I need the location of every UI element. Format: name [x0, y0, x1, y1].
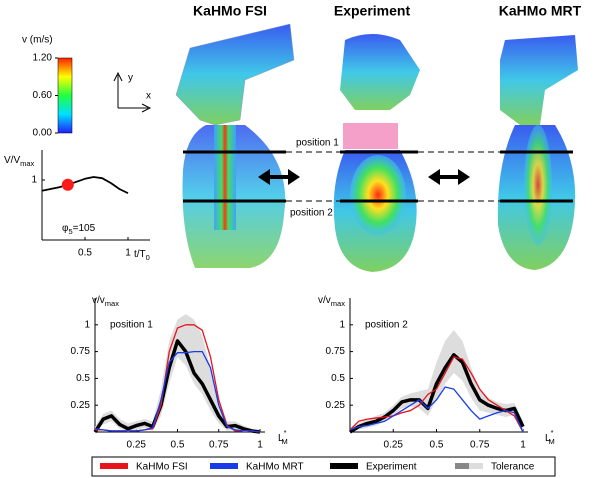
- annotation-part: φ: [62, 223, 69, 234]
- legend-label: Tolerance: [491, 462, 535, 473]
- y-axis-label-part: max: [20, 159, 34, 168]
- colorbar: [57, 57, 73, 134]
- y-tick-label: 1: [84, 319, 90, 330]
- y-axis-label: v/vmax: [92, 295, 119, 308]
- x-tick-label: 0.5: [171, 440, 185, 451]
- legend-swatch: [455, 463, 469, 469]
- coordinate-axes: [113, 71, 152, 113]
- y-tick-label: 0.75: [326, 346, 346, 357]
- x-tick-label: 1: [520, 440, 526, 451]
- colorbar-tick-label: 1.20: [33, 53, 53, 64]
- x-axis-label: L* M: [545, 428, 555, 446]
- axis-y-label: y: [128, 73, 133, 84]
- legend: KaHMo FSI KaHMo MRT Experiment Tolerance: [91, 456, 556, 477]
- legend-swatch: [330, 463, 358, 469]
- annotation: φ5=105: [62, 223, 96, 236]
- legend-swatch: [100, 463, 128, 469]
- series-line: [349, 386, 524, 433]
- y-tick-label: 1: [339, 319, 345, 330]
- colorbar-tick-label: 0.00: [33, 128, 53, 139]
- x-tick-label: 0.5: [78, 248, 92, 259]
- x-tick-label: 0.75: [209, 440, 229, 451]
- y-axis-label-part: V/V: [4, 155, 20, 166]
- position-lines: [183, 150, 573, 203]
- x-tick-label: 0.5: [430, 440, 444, 451]
- x-axis-label-part: M: [281, 437, 287, 446]
- series-line: [93, 339, 261, 434]
- series-line: [349, 356, 524, 433]
- legend-label: KaHMo FSI: [136, 462, 188, 473]
- x-axis-label-part: t/T: [134, 249, 146, 260]
- axis-x-label: x: [146, 91, 151, 102]
- colorbar-tick-label: 0.60: [33, 90, 53, 101]
- y-axis-label: V/Vmax: [4, 155, 35, 168]
- y-tick-label: 0.75: [71, 346, 91, 357]
- x-axis-label-part: L: [545, 433, 551, 444]
- flow-panel-fsi: [175, 23, 295, 268]
- tolerance-band: [95, 314, 260, 432]
- x-axis-label-part: *: [551, 428, 554, 437]
- x-axis-label-part: *: [284, 428, 287, 437]
- y-axis-label-part: max: [105, 299, 119, 308]
- legend-label: KaHMo MRT: [246, 462, 304, 473]
- x-tick-label: 1: [125, 248, 131, 259]
- y-axis-label-part: max: [331, 299, 345, 308]
- y-tick-label: 0.25: [71, 400, 91, 411]
- y-axis-label: v/vmax: [318, 295, 345, 308]
- legend-box: [91, 456, 556, 477]
- panel-title: KaHMo FSI: [193, 3, 267, 19]
- x-axis-label-part: M: [548, 437, 554, 446]
- y-tick-label: 0.5: [331, 373, 345, 384]
- y-tick-label: 0.25: [326, 400, 346, 411]
- flow-panel-mrt: [497, 35, 578, 270]
- colorbar-label: v (m/s): [22, 35, 53, 46]
- annotation: position 2: [365, 320, 408, 331]
- position-label: position 2: [290, 208, 333, 219]
- series-line: [94, 350, 261, 433]
- x-tick-label: 0.25: [127, 440, 147, 451]
- x-axis-label-part: 0: [146, 253, 150, 262]
- flow-panel-experiment: [333, 34, 420, 272]
- annotation-part: =105: [73, 223, 96, 234]
- x-tick-label: 0.25: [384, 440, 404, 451]
- position-label: position 1: [296, 138, 339, 149]
- y-axis-label-part: v/v: [318, 295, 331, 306]
- x-axis-label: L* M: [278, 428, 288, 446]
- y-tick-label: 1: [31, 175, 37, 186]
- legend-swatch: [210, 463, 238, 469]
- x-axis-label-part: L: [278, 433, 284, 444]
- annotation-part: 5: [68, 227, 72, 236]
- series-line: [349, 353, 525, 434]
- series-line: [41, 176, 129, 195]
- highlight-point: [61, 178, 74, 191]
- annotation: position 1: [110, 320, 153, 331]
- legend-label: Experiment: [366, 462, 417, 473]
- x-tick-label: 1: [257, 440, 263, 451]
- x-tick-label: 0.75: [470, 440, 490, 451]
- y-tick-label: 0.5: [76, 373, 90, 384]
- y-axis-label-part: v/v: [92, 295, 105, 306]
- panel-title: Experiment: [334, 3, 411, 19]
- double-arrows: [258, 169, 470, 185]
- panel-title: KaHMo MRT: [499, 3, 582, 19]
- x-axis-label: t/T0: [134, 249, 150, 262]
- legend-swatch: [469, 463, 483, 469]
